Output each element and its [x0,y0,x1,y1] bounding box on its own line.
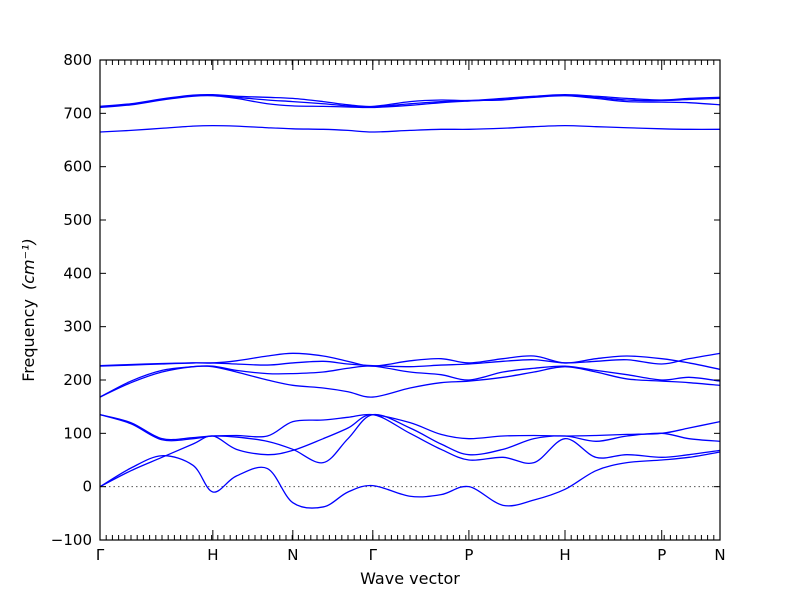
x-tick-label: N [714,546,725,564]
band-line-4 [99,413,721,442]
x-minor-ticks [105,60,715,540]
band-line-5 [99,365,721,398]
y-tick-label: 100 [63,424,92,442]
x-tick-label: H [559,546,570,564]
y-tick-label: 300 [63,318,92,336]
y-tick-label: −100 [51,531,92,549]
x-tick-label: N [287,546,298,564]
band-line-12 [99,93,721,108]
x-tick-label: P [464,546,473,564]
band-line-2 [99,414,721,488]
y-tick-label: 200 [63,371,92,389]
y-tick-label: 0 [82,478,92,496]
y-axis-label-unit: (cm⁻¹) [19,238,38,290]
plot-frame [99,59,721,541]
band-lines [99,93,721,509]
x-tick-label: P [657,546,666,564]
y-axis-label: Frequency (cm⁻¹) [19,238,38,381]
y-tick-label: 500 [63,211,92,229]
band-line-8 [99,352,721,368]
band-line-9 [99,124,721,133]
x-tick-label: H [207,546,218,564]
y-axis-ticks: −100 0 100 200 300 400 500 600 700 800 [51,51,720,549]
x-axis-label: Wave vector [360,569,460,588]
band-line-6 [99,365,721,398]
y-axis-label-text: Frequency [19,299,38,382]
y-tick-label: 400 [63,264,92,282]
plot-area: −100 0 100 200 300 400 500 600 700 800 Γ H N Γ P H P N [51,51,726,564]
y-tick-label: 600 [63,158,92,176]
y-tick-label: 800 [63,51,92,69]
x-tick-label: Γ [369,546,378,564]
band-line-1 [99,451,721,509]
y-tick-label: 700 [63,104,92,122]
x-tick-label: Γ [96,546,105,564]
